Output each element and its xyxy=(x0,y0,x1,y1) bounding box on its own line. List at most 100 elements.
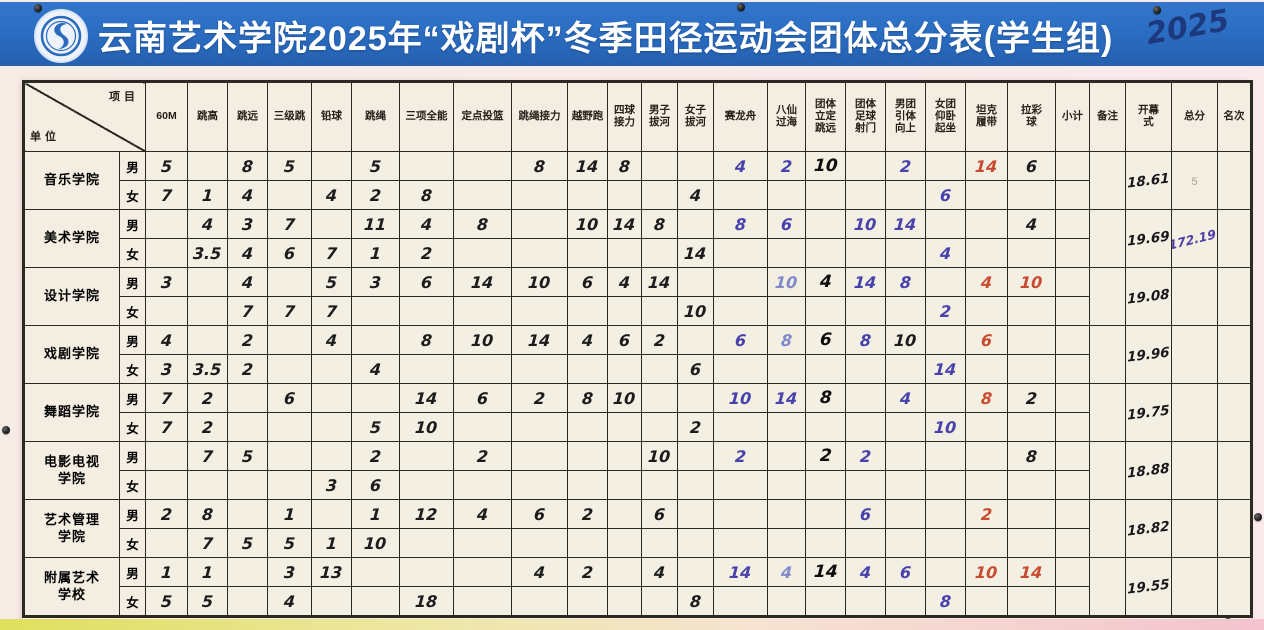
score-cell xyxy=(1055,354,1090,384)
score-cell xyxy=(885,441,926,471)
score-cell xyxy=(965,354,1008,384)
score-cell xyxy=(845,354,886,384)
score-cell: 10 xyxy=(453,325,512,355)
score-cell: 6 xyxy=(267,383,312,413)
score-cell: 1 xyxy=(267,499,312,529)
score-cell xyxy=(351,557,400,587)
score-cell xyxy=(845,238,886,268)
score-cell: 6 xyxy=(641,499,678,529)
score-cell: 14 xyxy=(607,209,642,239)
score-cell: 10 xyxy=(1007,267,1056,297)
department-name: 艺术管理 学院 xyxy=(23,499,120,558)
score-cell: 2 xyxy=(925,296,966,326)
score-cell: 8 xyxy=(845,325,886,355)
column-header-备注: 备注 xyxy=(1089,81,1126,152)
gender-label: 男 xyxy=(119,325,146,355)
score-cell xyxy=(267,325,312,355)
score-cell: 14 xyxy=(805,557,846,587)
score-cell xyxy=(641,180,678,210)
column-header-越野跑: 越野跑 xyxy=(567,81,608,152)
total-score-cell xyxy=(1171,267,1218,326)
score-cell xyxy=(845,296,886,326)
score-cell: 2 xyxy=(511,383,568,413)
total-score-cell xyxy=(1171,557,1218,617)
score-cell xyxy=(885,354,926,384)
push-pin xyxy=(1153,6,1161,14)
total-score-cell: 172.19 xyxy=(1171,209,1218,268)
score-cell: 14 xyxy=(567,151,608,181)
score-cell: 10 xyxy=(399,412,454,442)
score-cell xyxy=(311,209,352,239)
score-cell xyxy=(145,470,188,500)
score-cell xyxy=(227,412,268,442)
score-cell: 5 xyxy=(351,412,400,442)
push-pin xyxy=(2,426,10,434)
score-table-board: 项目 单位 60M 跳高 跳远 三级跳 铅球 跳绳 三项全能 定点投篮 跳绳接力 越野跑 四球 接力 男子拔… xyxy=(22,80,1253,622)
score-cell: 4 xyxy=(885,383,926,413)
score-cell xyxy=(351,586,400,617)
score-cell: 4 xyxy=(677,180,714,210)
score-cell: 8 xyxy=(713,209,768,239)
score-cell: 4 xyxy=(145,325,188,355)
score-cell xyxy=(453,470,512,500)
score-cell xyxy=(805,354,846,384)
rank-cell xyxy=(1217,325,1252,384)
gender-label: 男 xyxy=(119,383,146,413)
total-score-cell xyxy=(1171,325,1218,384)
department-name: 美术学院 xyxy=(23,209,120,268)
score-cell: 7 xyxy=(311,238,352,268)
table-row: 电影电视 学院男 7 5 2 2 10 2 2 2 8 18.88 xyxy=(23,441,1252,500)
score-cell xyxy=(767,180,806,210)
score-cell: 6 xyxy=(767,209,806,239)
score-cell: 5 xyxy=(145,151,188,181)
rank-cell xyxy=(1217,383,1252,442)
score-cell xyxy=(607,499,642,529)
score-cell xyxy=(677,383,714,413)
score-cell xyxy=(805,528,846,558)
score-cell xyxy=(1055,151,1090,181)
total-score-cell xyxy=(1171,441,1218,500)
score-cell: 2 xyxy=(227,354,268,384)
score-cell xyxy=(187,267,228,297)
gender-label: 男 xyxy=(119,209,146,239)
rank-cell xyxy=(1217,267,1252,326)
score-cell xyxy=(453,180,512,210)
score-cell: 18 xyxy=(399,586,454,617)
score-cell xyxy=(1007,470,1056,500)
score-cell: 2 xyxy=(767,151,806,181)
score-cell xyxy=(677,325,714,355)
rank-cell xyxy=(1217,441,1252,500)
score-cell: 2 xyxy=(567,499,608,529)
score-cell xyxy=(1055,499,1090,529)
score-cell: 4 xyxy=(267,586,312,617)
column-header-坦克履带: 坦克 履带 xyxy=(965,81,1008,152)
score-cell: 4 xyxy=(351,354,400,384)
rank-cell xyxy=(1217,499,1252,558)
score-cell xyxy=(845,470,886,500)
table-row: 女 7 2 5 10 2 10 xyxy=(24,412,1252,442)
score-cell: 4 xyxy=(713,151,768,181)
score-cell xyxy=(713,267,768,297)
score-cell: 3 xyxy=(267,557,312,587)
score-cell xyxy=(227,557,268,587)
score-cell: 7 xyxy=(145,383,188,413)
score-cell: 8 xyxy=(453,209,512,239)
score-cell xyxy=(713,586,768,617)
score-cell: 8 xyxy=(641,209,678,239)
gender-label: 女 xyxy=(119,296,146,326)
score-cell xyxy=(1055,383,1090,413)
gender-label: 男 xyxy=(119,441,146,471)
score-cell: 14 xyxy=(399,383,454,413)
score-cell: 10 xyxy=(805,151,846,181)
score-cell: 4 xyxy=(805,267,846,297)
score-cell xyxy=(641,412,678,442)
score-cell xyxy=(567,586,608,617)
column-header-男子拔河: 男子 拔河 xyxy=(641,81,678,152)
score-cell xyxy=(145,238,188,268)
score-cell xyxy=(511,470,568,500)
score-cell xyxy=(399,296,454,326)
score-cell xyxy=(925,325,966,355)
score-cell: 2 xyxy=(145,499,188,529)
score-cell xyxy=(511,296,568,326)
